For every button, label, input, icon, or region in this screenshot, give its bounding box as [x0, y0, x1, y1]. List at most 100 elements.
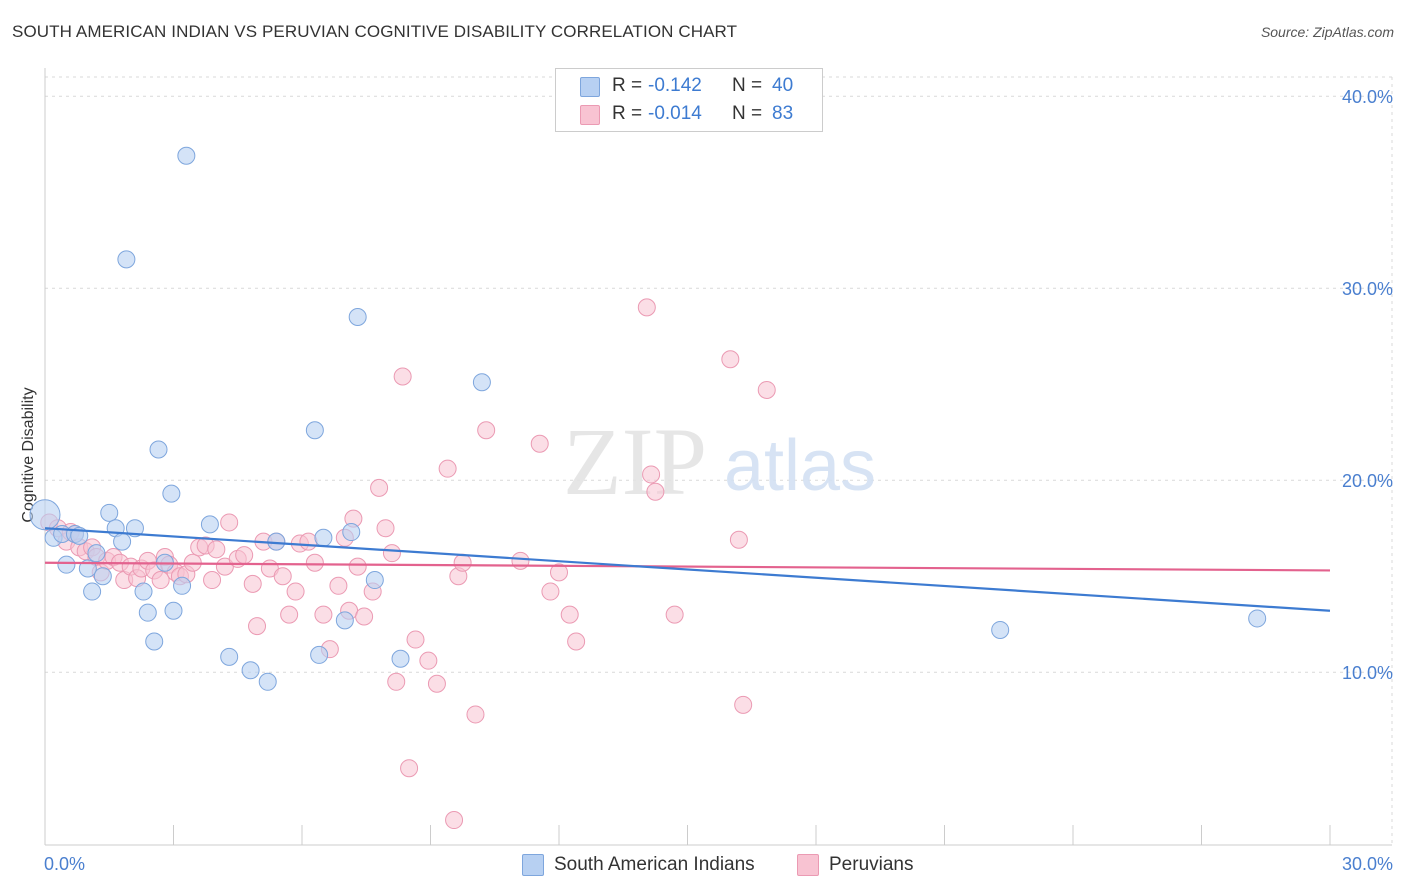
stats-row-pink: R = -0.014 N = 83: [556, 100, 822, 128]
peruvians-point: [382, 544, 401, 563]
peruvians-point: [419, 651, 438, 670]
south-american-indians-point: [173, 576, 192, 595]
peruvians-point: [299, 532, 318, 551]
x-tick-label-min: 0.0%: [44, 854, 85, 874]
south-american-indians-point: [991, 620, 1010, 639]
y-tick-label: 40.0%: [1342, 87, 1393, 107]
peruvians-point: [203, 571, 222, 590]
south-american-indians-point: [78, 559, 97, 578]
south-american-indians-point: [83, 582, 102, 601]
watermark-atlas: atlas: [724, 426, 876, 506]
south-american-indians-point: [29, 499, 61, 531]
peruvians-point: [550, 563, 568, 582]
legend-swatch-blue: [522, 854, 544, 876]
peruvians-point: [560, 605, 579, 624]
pink-swatch: [580, 105, 600, 125]
peruvians-point: [734, 695, 753, 714]
peruvians-point: [729, 530, 748, 549]
stats-row-blue: R = -0.142 N = 40: [556, 72, 822, 100]
peruvians-point: [286, 582, 305, 601]
south-american-indians-point: [57, 555, 76, 574]
peruvians-point: [541, 582, 560, 601]
peruvians-point: [329, 576, 348, 595]
south-american-indians-point: [125, 519, 144, 538]
n-label: N =: [732, 75, 763, 96]
peruvians-point: [207, 540, 226, 559]
peruvians-point: [642, 465, 661, 484]
peruvians-point: [637, 298, 656, 317]
peruvians-point: [757, 380, 776, 399]
stats-box: R = -0.142 N = 40 R = -0.014 N = 83: [555, 68, 823, 132]
south-american-indians-trend-line: [44, 527, 1331, 612]
y-tick-label: 30.0%: [1342, 279, 1393, 299]
peruvians-point: [466, 705, 485, 724]
r-value: -0.142: [648, 75, 702, 96]
peruvians-point: [406, 630, 425, 649]
peruvians-point: [721, 350, 740, 369]
south-american-indians-point: [335, 611, 354, 630]
r-label: R =: [612, 75, 643, 96]
south-american-indians-point: [1248, 609, 1267, 628]
south-american-indians-point: [314, 528, 333, 547]
south-american-indians-point: [348, 308, 367, 326]
south-american-indians-point: [162, 484, 181, 503]
legend: South American Indians Peruvians: [0, 852, 1406, 878]
peruvians-point: [445, 811, 464, 830]
south-american-indians-point: [472, 373, 491, 392]
south-american-indians-point: [200, 515, 219, 534]
peruvians-point: [220, 513, 239, 532]
peruvians-point: [280, 605, 299, 624]
peruvians-point: [151, 571, 170, 590]
peruvians-point: [243, 574, 262, 593]
legend-label: Peruvians: [829, 854, 914, 875]
peruvians-point: [530, 434, 549, 453]
legend-label: South American Indians: [554, 854, 755, 875]
axes: [44, 68, 1392, 846]
legend-swatch-pink: [797, 854, 819, 876]
peruvians-point: [273, 567, 292, 586]
south-american-indians-point: [391, 649, 410, 668]
peruvians-point: [477, 421, 496, 440]
x-tick-label-max: 30.0%: [1342, 854, 1393, 874]
south-american-indians-points: [29, 146, 1267, 691]
blue-swatch: [580, 77, 600, 97]
peruvians-point: [314, 605, 333, 624]
peruvians-point: [453, 553, 472, 572]
south-american-indians-point: [113, 532, 132, 551]
south-american-indians-point: [149, 440, 168, 459]
trend-lines: [44, 527, 1331, 612]
south-american-indians-point: [258, 672, 277, 691]
south-american-indians-point: [87, 544, 106, 563]
south-american-indians-point: [100, 503, 119, 522]
tick-labels: 10.0% 20.0% 30.0% 40.0% 0.0% 30.0%: [44, 87, 1393, 874]
south-american-indians-point: [138, 603, 157, 622]
watermark: ZIP atlas: [563, 408, 876, 515]
y-tick-label: 10.0%: [1342, 663, 1393, 683]
peruvians-point: [387, 672, 406, 691]
south-american-indians-point: [220, 647, 239, 666]
peruvians-point: [355, 607, 374, 626]
peruvians-trend-line: [44, 561, 1331, 572]
peruvians-point: [393, 367, 412, 386]
n-label: N =: [732, 103, 763, 124]
peruvians-point: [348, 557, 367, 576]
south-american-indians-point: [93, 567, 112, 586]
south-american-indians-point: [305, 421, 324, 440]
y-tick-label: 20.0%: [1342, 471, 1393, 491]
peruvians-point: [376, 519, 395, 538]
r-label: R =: [612, 103, 643, 124]
peruvians-point: [248, 617, 267, 636]
gridlines: [45, 76, 1393, 845]
n-value: 83: [772, 103, 794, 124]
n-value: 40: [772, 75, 794, 96]
peruvians-point: [438, 459, 457, 478]
peruvians-point: [665, 605, 684, 624]
south-american-indians-point: [117, 250, 136, 269]
south-american-indians-point: [134, 582, 153, 601]
chart-title: SOUTH AMERICAN INDIAN VS PERUVIAN COGNIT…: [12, 22, 738, 41]
source-label: Source: ZipAtlas.com: [1260, 24, 1394, 40]
peruvians-point: [427, 674, 446, 693]
south-american-indians-point: [145, 632, 164, 651]
south-american-indians-point: [177, 146, 196, 165]
